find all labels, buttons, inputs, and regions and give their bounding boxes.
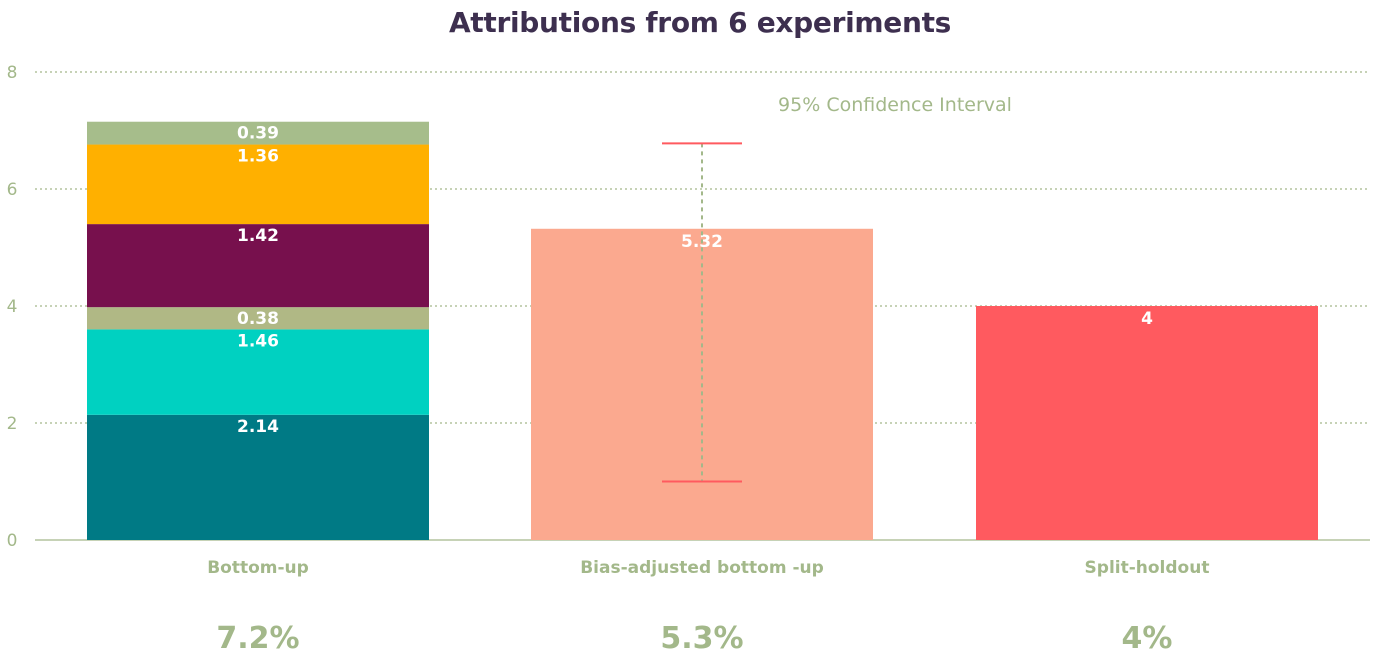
x-category-label: Bottom-up — [207, 558, 309, 578]
y-tick-label: 6 — [7, 180, 18, 200]
stacked-bar-segment — [87, 414, 429, 540]
stacked-bar-segment — [87, 224, 429, 308]
percent-label: 5.3% — [660, 621, 743, 656]
bar-data-label: 4 — [1141, 309, 1153, 329]
stacked-bar-segment — [87, 329, 429, 415]
y-tick-label: 0 — [7, 531, 18, 551]
confidence-interval-label: 95% Confidence Interval — [778, 94, 1012, 116]
segment-data-label: 1.42 — [237, 226, 279, 246]
segment-data-label: 1.46 — [237, 331, 279, 351]
y-tick-label: 2 — [7, 414, 18, 434]
percent-label: 4% — [1122, 621, 1173, 656]
chart-title: Attributions from 6 experiments — [448, 6, 952, 39]
bar — [976, 306, 1318, 540]
segment-data-label: 1.36 — [237, 147, 279, 167]
stacked-bar-segment — [87, 144, 429, 225]
y-tick-label: 4 — [7, 297, 18, 317]
x-category-label: Bias-adjusted bottom -up — [580, 558, 824, 578]
x-category-label: Split-holdout — [1085, 558, 1210, 578]
percent-label: 7.2% — [216, 621, 299, 656]
segment-data-label: 0.38 — [237, 309, 279, 329]
segment-data-label: 2.14 — [237, 417, 279, 437]
stacked-bar-segment — [87, 121, 429, 145]
stacked-bar-segment — [87, 307, 429, 330]
segment-data-label: 0.39 — [237, 124, 279, 144]
y-tick-label: 8 — [7, 63, 18, 83]
